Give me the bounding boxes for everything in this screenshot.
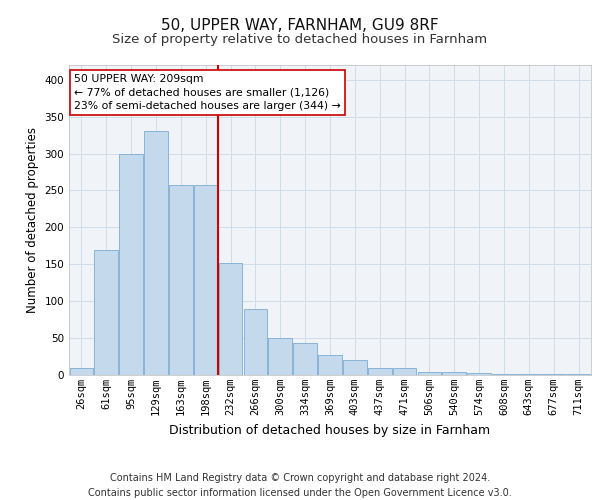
Text: 50, UPPER WAY, FARNHAM, GU9 8RF: 50, UPPER WAY, FARNHAM, GU9 8RF: [161, 18, 439, 32]
Bar: [219, 263, 242, 375]
Bar: [467, 373, 491, 375]
Y-axis label: Number of detached properties: Number of detached properties: [26, 127, 39, 313]
Bar: [94, 250, 118, 375]
Bar: [517, 374, 541, 375]
Bar: [343, 360, 367, 375]
Bar: [318, 355, 342, 375]
Bar: [393, 368, 416, 375]
Bar: [368, 368, 392, 375]
Bar: [244, 308, 267, 375]
Bar: [293, 344, 317, 375]
Bar: [542, 374, 566, 375]
Text: Size of property relative to detached houses in Farnham: Size of property relative to detached ho…: [112, 32, 488, 46]
Bar: [567, 374, 590, 375]
Bar: [442, 372, 466, 375]
Bar: [169, 184, 193, 375]
Text: Contains HM Land Registry data © Crown copyright and database right 2024.
Contai: Contains HM Land Registry data © Crown c…: [88, 472, 512, 498]
Bar: [70, 368, 93, 375]
Bar: [492, 374, 516, 375]
Text: 50 UPPER WAY: 209sqm
← 77% of detached houses are smaller (1,126)
23% of semi-de: 50 UPPER WAY: 209sqm ← 77% of detached h…: [74, 74, 341, 110]
X-axis label: Distribution of detached houses by size in Farnham: Distribution of detached houses by size …: [169, 424, 491, 436]
Bar: [268, 338, 292, 375]
Bar: [119, 154, 143, 375]
Bar: [418, 372, 441, 375]
Bar: [144, 132, 168, 375]
Bar: [194, 184, 218, 375]
